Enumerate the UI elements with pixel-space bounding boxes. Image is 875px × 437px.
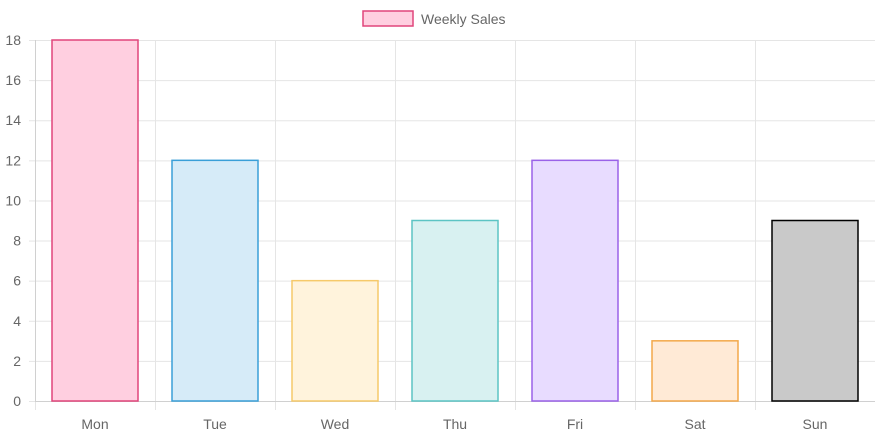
y-tick-label: 10	[5, 192, 21, 208]
y-tick-label: 16	[5, 72, 21, 88]
bar-series	[51, 39, 859, 402]
y-tick-label: 6	[13, 273, 21, 289]
y-tick-label: 14	[5, 112, 21, 128]
y-tick-label: 2	[13, 353, 21, 369]
x-axis: Mon Tue Wed Thu Fri Sat Sun	[35, 401, 875, 432]
x-tick-label: Sat	[684, 416, 705, 432]
y-tick-label: 12	[5, 152, 21, 168]
bar-tue[interactable]	[171, 159, 259, 402]
y-tick-label: 4	[13, 313, 21, 329]
x-tick-label: Tue	[203, 416, 227, 432]
y-tick-label: 8	[13, 233, 21, 249]
y-tick-label: 0	[13, 393, 21, 409]
bar-mon[interactable]	[51, 39, 139, 402]
x-tick-label: Wed	[321, 416, 350, 432]
x-tick-label: Mon	[81, 416, 108, 432]
bar-sun[interactable]	[771, 219, 859, 402]
legend-swatch	[362, 10, 414, 27]
bar-sat[interactable]	[651, 340, 739, 402]
y-tick-label: 18	[5, 32, 21, 48]
x-tick-label: Sun	[803, 416, 828, 432]
bar-fri[interactable]	[531, 159, 619, 402]
bar-thu[interactable]	[411, 219, 499, 402]
y-axis: 0 2 4 6 8 10 12 14 16 18	[5, 32, 36, 409]
x-tick-label: Thu	[443, 416, 467, 432]
x-tick-label: Fri	[567, 416, 583, 432]
legend-label: Weekly Sales	[421, 11, 506, 27]
chart-legend[interactable]: Weekly Sales	[362, 10, 506, 27]
bar-wed[interactable]	[291, 279, 379, 402]
